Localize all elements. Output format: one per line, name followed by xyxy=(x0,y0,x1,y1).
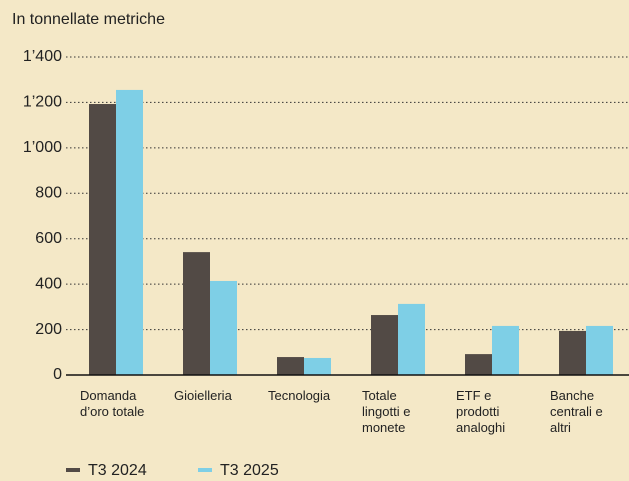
bar xyxy=(304,357,331,375)
bar xyxy=(398,303,425,375)
x-tick-label: Totale lingotti e monete xyxy=(362,388,411,435)
y-tick-label: 200 xyxy=(35,321,62,338)
bar xyxy=(371,315,398,375)
bar xyxy=(116,89,143,375)
x-tick-label: Tecnologia xyxy=(268,388,331,403)
chart-subtitle: In tonnellate metriche xyxy=(12,11,165,28)
x-tick-label: Domanda d’oro totale xyxy=(80,388,145,419)
bar xyxy=(210,280,237,375)
y-tick-label: 1’200 xyxy=(23,94,62,111)
x-tick-label: Gioielleria xyxy=(174,388,232,403)
bar xyxy=(465,354,492,375)
y-tick-label: 1’000 xyxy=(23,139,62,156)
bar xyxy=(89,104,116,376)
y-tick-label: 0 xyxy=(53,366,62,383)
bar xyxy=(277,357,304,375)
y-tick-label: 600 xyxy=(35,230,62,247)
bar xyxy=(183,252,210,375)
legend-label: T3 2025 xyxy=(220,462,279,479)
y-tick-label: 1’400 xyxy=(23,48,62,65)
bar xyxy=(492,325,519,375)
legend-label: T3 2024 xyxy=(88,462,147,479)
bar xyxy=(559,330,586,375)
y-tick-label: 800 xyxy=(35,185,62,202)
y-tick-label: 400 xyxy=(35,275,62,292)
x-tick-label: ETF e prodotti analoghi xyxy=(456,388,506,435)
bar xyxy=(586,325,613,375)
x-tick-label: Banche centrali e altri xyxy=(550,388,603,435)
